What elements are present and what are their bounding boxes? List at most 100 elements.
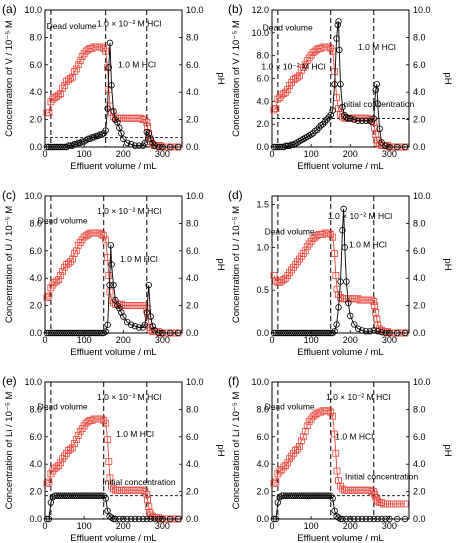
y2-tick-label: 10.0 — [413, 5, 431, 15]
data-point-circle — [386, 143, 393, 151]
data-point-square — [294, 73, 301, 81]
y2-tick-label: 8.0 — [413, 32, 426, 42]
x-tick-label: 100 — [77, 335, 92, 345]
data-point-square — [280, 276, 288, 283]
annotation: 1.0 M HCl — [335, 432, 373, 442]
data-point-circle — [106, 281, 113, 289]
data-point-square — [397, 500, 405, 508]
data-point-circle — [343, 515, 350, 523]
data-point-square — [98, 43, 106, 51]
data-point-square — [65, 259, 72, 267]
data-point-circle — [276, 493, 284, 501]
y-axis-title: Concentration of Li / 10⁻⁵ M — [4, 392, 15, 510]
data-point-circle — [401, 143, 409, 151]
data-point-circle — [82, 136, 90, 144]
data-point-circle — [370, 327, 377, 334]
data-point-square — [45, 292, 53, 300]
y-tick-label: 0.0 — [29, 514, 42, 524]
data-point-square — [303, 422, 311, 430]
series-v — [43, 39, 182, 151]
data-point-square — [284, 86, 292, 93]
plot-frame — [44, 9, 183, 148]
y-tick-label: 1.5 — [256, 200, 269, 210]
data-point-circle — [374, 100, 381, 107]
series-u — [43, 242, 182, 337]
data-point-circle — [159, 329, 166, 337]
y2-axis-title: pH — [442, 72, 453, 84]
annotation: 1.0 × 10⁻² M HCl — [326, 392, 390, 402]
data-point-circle — [135, 324, 143, 331]
data-point-circle — [110, 108, 117, 115]
data-point-circle — [345, 115, 352, 122]
data-point-square — [270, 272, 278, 279]
y2-tick-label: 6.0 — [186, 432, 199, 442]
data-point-circle — [159, 143, 166, 151]
y2-tick-label: 2.0 — [186, 301, 199, 311]
data-point-circle — [331, 507, 338, 514]
data-point-square — [301, 247, 309, 255]
series-li — [270, 492, 409, 523]
y2-axis-title: pH — [215, 258, 226, 270]
annotation: 1.0 × 10⁻² M HCl — [261, 61, 325, 71]
data-point-circle — [88, 134, 96, 141]
chart-panel: (a) 0 100 200 300 0.0 2.0 4.0 6.0 8.0 10.0 0.0 2.0 4.… — [2, 2, 226, 172]
data-point-square — [53, 277, 61, 285]
data-point-square — [297, 437, 305, 445]
data-point-square — [333, 467, 341, 475]
y-tick-label: 8.0 — [29, 32, 42, 42]
series-line — [47, 42, 179, 148]
y2-tick-label: 4.0 — [186, 87, 199, 97]
series-line — [273, 46, 406, 148]
data-point-circle — [116, 124, 123, 132]
data-point-square — [155, 328, 162, 336]
y2-tick-label: 0.0 — [186, 514, 199, 524]
data-point-square — [67, 445, 74, 453]
data-point-square — [143, 490, 151, 498]
data-point-circle — [382, 329, 389, 337]
data-point-square — [272, 105, 280, 113]
data-point-circle — [73, 141, 80, 148]
series-ph — [270, 229, 409, 337]
data-point-circle — [378, 139, 385, 146]
data-point-circle — [284, 142, 291, 150]
data-point-circle — [143, 515, 150, 523]
y-tick-label: 6.0 — [29, 246, 42, 256]
data-point-square — [106, 474, 114, 482]
data-point-circle — [343, 278, 350, 285]
data-point-circle — [309, 130, 317, 137]
data-point-square — [55, 276, 63, 283]
data-point-square — [371, 302, 378, 310]
series-v — [270, 18, 409, 151]
annotation: 1.0 × 10⁻² M HCl — [97, 392, 161, 402]
annotation: Initial concentration — [341, 99, 415, 109]
data-point-circle — [366, 328, 374, 335]
data-point-circle — [276, 143, 284, 151]
data-point-circle — [127, 321, 135, 328]
data-point-square — [373, 315, 381, 323]
data-point-circle — [107, 242, 114, 249]
data-point-circle — [65, 142, 72, 149]
annotation: 1.0 M HCl — [116, 429, 154, 439]
y2-axis-title: pH — [442, 444, 453, 456]
data-point-square — [386, 500, 393, 508]
data-point-circle — [370, 515, 377, 523]
data-point-circle — [274, 499, 282, 506]
y-tick-label: 0.0 — [29, 142, 42, 152]
data-point-circle — [120, 313, 127, 320]
data-point-circle — [155, 329, 162, 337]
data-point-circle — [335, 514, 342, 521]
y2-tick-label: 4.0 — [413, 87, 426, 97]
y2-tick-label: 8.0 — [413, 218, 426, 228]
x-tick-label: 200 — [116, 149, 131, 159]
data-point-circle — [327, 329, 334, 337]
data-point-square — [105, 272, 113, 279]
data-point-circle — [67, 142, 74, 149]
data-point-circle — [347, 515, 354, 523]
data-point-circle — [63, 143, 70, 151]
y2-tick-label: 2.0 — [413, 115, 426, 125]
data-point-circle — [335, 18, 342, 25]
data-point-square — [98, 230, 106, 238]
data-point-circle — [288, 141, 295, 148]
x-tick-label: 0 — [42, 149, 47, 159]
data-point-circle — [151, 515, 158, 523]
